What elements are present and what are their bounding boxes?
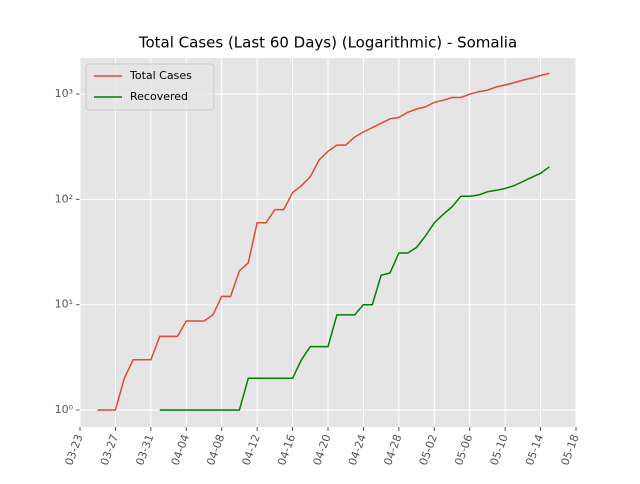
legend-label: Total Cases (129, 69, 192, 82)
series-line (159, 166, 550, 411)
chart-title: Total Cases (Last 60 Days) (Logarithmic)… (138, 34, 517, 52)
legend-label: Recovered (130, 90, 188, 103)
series-line (97, 72, 550, 411)
y-tick-label: 10¹ (55, 298, 73, 311)
y-tick-label: 10² (55, 192, 73, 205)
y-tick-label: 10⁰ (55, 403, 74, 416)
y-tick-label: 10³ (55, 87, 73, 100)
legend: Total Cases Recovered (85, 63, 215, 111)
